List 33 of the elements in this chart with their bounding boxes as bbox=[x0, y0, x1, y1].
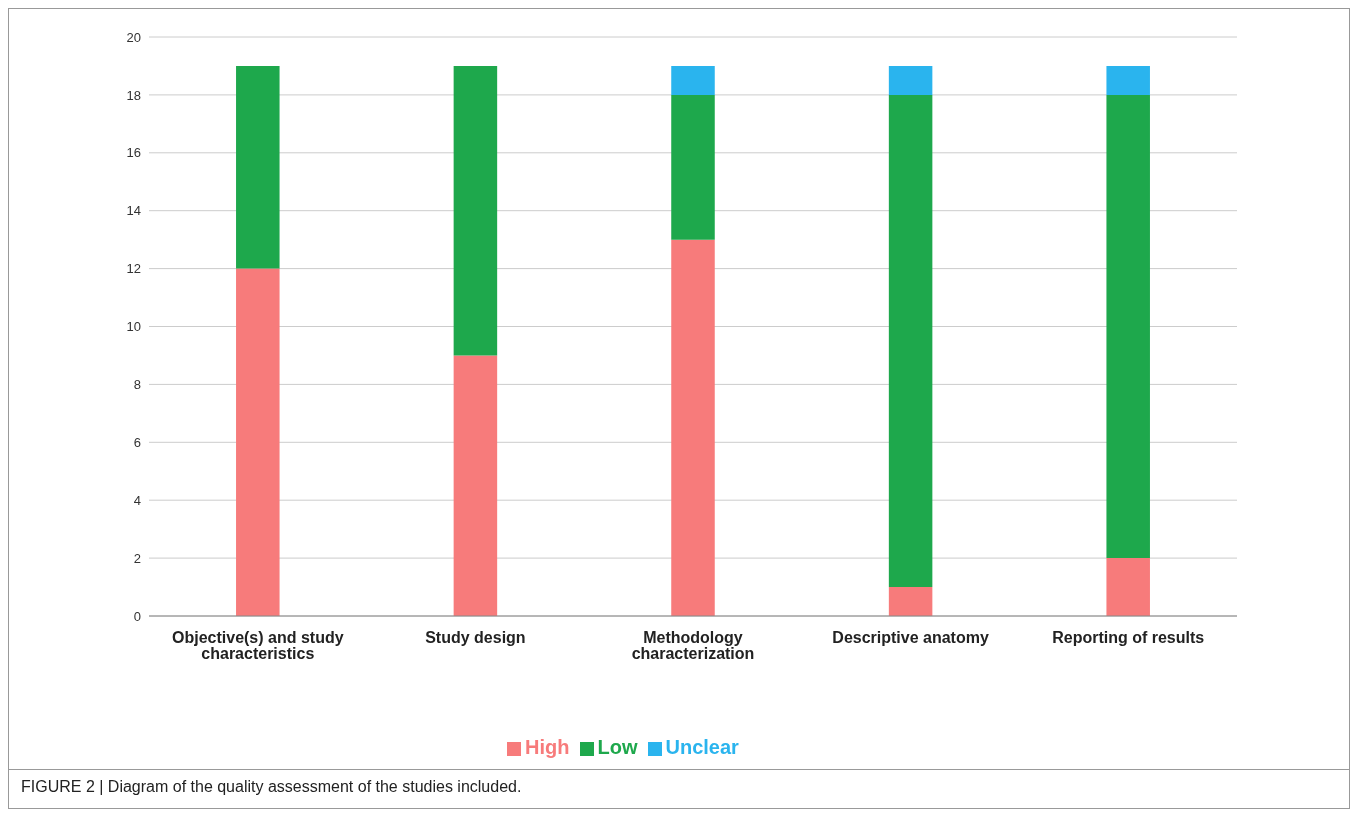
y-tick-label: 8 bbox=[133, 377, 141, 393]
y-tick-label: 4 bbox=[133, 492, 141, 508]
y-tick-label: 0 bbox=[133, 608, 141, 624]
x-tick-label: Descriptive anatomy bbox=[832, 629, 989, 647]
y-tick-label: 16 bbox=[126, 145, 141, 161]
bar bbox=[1106, 94, 1150, 559]
bar bbox=[671, 65, 715, 95]
x-tick-label: Objective(s) and study characteristics bbox=[172, 629, 344, 663]
bar bbox=[888, 65, 933, 95]
y-tick-label: 10 bbox=[126, 319, 141, 335]
y-tick-label: 2 bbox=[133, 550, 141, 566]
y-tick-label: 6 bbox=[133, 434, 141, 450]
legend-label: Low bbox=[597, 736, 638, 758]
y-tick-label: 12 bbox=[126, 261, 141, 277]
x-tick-label: Reporting of results bbox=[1052, 629, 1205, 647]
x-tick-label: Study design bbox=[425, 629, 526, 647]
bar bbox=[236, 65, 280, 269]
bar bbox=[671, 239, 715, 616]
bar bbox=[671, 94, 715, 240]
y-tick-label: 18 bbox=[126, 87, 141, 103]
bar bbox=[453, 65, 498, 356]
legend-label: Unclear bbox=[665, 736, 739, 758]
bar bbox=[236, 268, 280, 616]
bar bbox=[1106, 558, 1150, 616]
bar bbox=[888, 94, 933, 588]
y-tick-label: 20 bbox=[126, 29, 141, 45]
y-tick-label: 14 bbox=[126, 203, 141, 219]
bar bbox=[1106, 65, 1150, 95]
legend-label: High bbox=[525, 736, 570, 758]
bar bbox=[888, 587, 933, 616]
x-tick-label: Methodology characterization bbox=[631, 629, 755, 663]
bar bbox=[453, 355, 498, 616]
caption: FIGURE 2 | Diagram of the quality assessment of the studies included. bbox=[9, 769, 1349, 808]
